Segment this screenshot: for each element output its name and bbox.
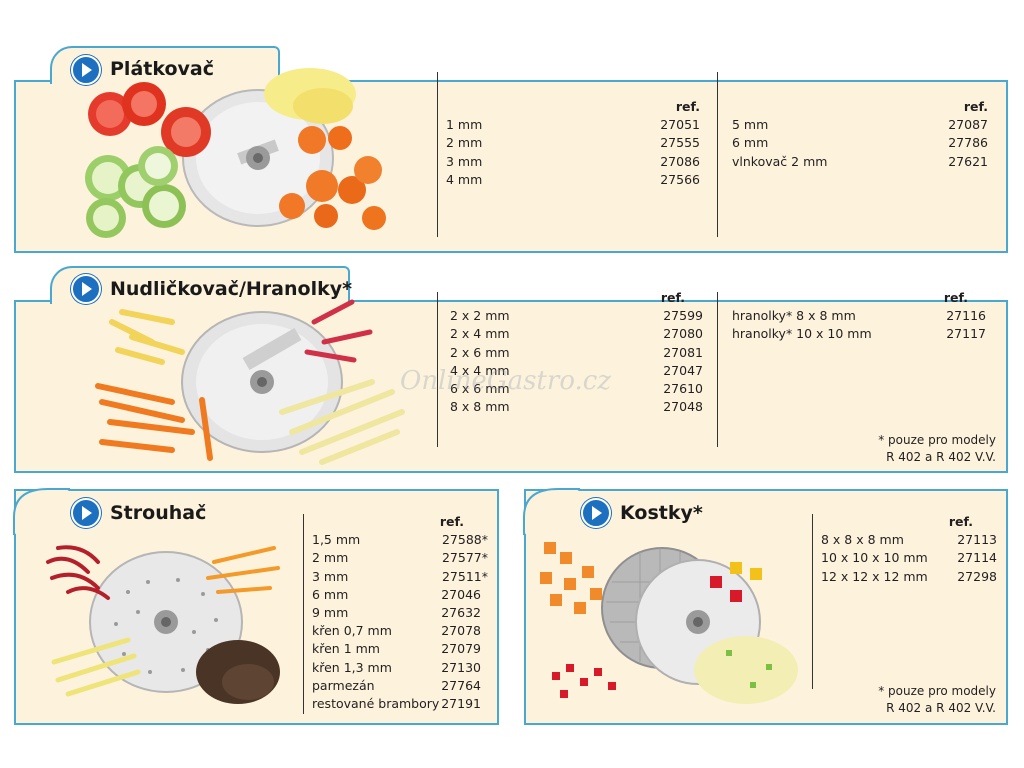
section-title: Kostky* [620, 502, 703, 524]
table-row: 1 mm 27051 [446, 117, 700, 133]
table-row: křen 0,7 mm 27078 [312, 623, 481, 639]
size-table: ref. 8 x 8 x 8 mm 27113 10 x 10 x 10 mm 27… [821, 513, 997, 586]
table-row: 1,5 mm 27588* [312, 532, 488, 548]
table-row: 6 mm 27046 [312, 586, 481, 602]
table-row: 2 x 2 mm 27599 [450, 308, 703, 324]
play-icon [71, 55, 101, 85]
table-row: 8 x 8 mm 27048 [450, 399, 703, 415]
table-row: křen 1,3 mm 27130 [312, 659, 481, 675]
column-divider [717, 292, 718, 447]
section-title: Strouhač [110, 502, 207, 524]
column-divider [717, 72, 718, 237]
table-row: vlnkovač 2 mm 27621 [732, 153, 988, 169]
table-row: 2 mm 27555 [446, 135, 700, 151]
table-row: 2 x 4 mm 27080 [450, 326, 703, 342]
play-icon [71, 498, 101, 528]
dicing-disc-image [540, 542, 798, 704]
table-row: 3 mm 27086 [446, 153, 700, 169]
section-title: Nudličkovač/Hranolky* [110, 278, 353, 300]
julienne-disc-image [95, 299, 405, 465]
table-row: 10 x 10 x 10 mm 27114 [821, 550, 997, 566]
column-divider [437, 72, 438, 237]
table-row: křen 1 mm 27079 [312, 641, 481, 657]
footnote: * pouze pro modely R 402 a R 402 V.V. [878, 684, 996, 715]
table-row: 8 x 8 x 8 mm 27113 [821, 532, 997, 548]
play-icon [71, 274, 101, 304]
table-row: restované brambory 27191 [312, 695, 481, 711]
table-row: 6 x 6 mm 27610 [450, 380, 703, 396]
table-row: 5 mm 27087 [732, 117, 988, 133]
table-row: 6 mm 27786 [732, 135, 988, 151]
footnote: * pouze pro modely R 402 a R 402 V.V. [878, 433, 996, 464]
play-icon [581, 498, 611, 528]
section-strouhac-corner [13, 488, 70, 535]
size-table: ref. 5 mm 27087 6 mm 27786 vlnkovač 2 mm 27… [732, 98, 988, 171]
table-row: hranolky* 10 x 10 mm 27117 [732, 326, 986, 342]
table-row: 12 x 12 x 12 mm 27298 [821, 568, 997, 584]
slicer-disc-image [85, 68, 386, 238]
section-nudlickovac [14, 300, 1008, 473]
size-table: ref. 1,5 mm 27588* 2 mm 27577* 3 mm 27511* … [312, 513, 488, 713]
section-title: Plátkovač [110, 58, 214, 80]
table-row: 4 mm 27566 [446, 171, 700, 187]
table-row: hranolky* 8 x 8 mm 27116 [732, 308, 986, 324]
grater-disc-image [46, 545, 280, 704]
table-row: parmezán 27764 [312, 677, 481, 693]
table-row: 9 mm 27632 [312, 604, 481, 620]
column-divider [303, 514, 304, 714]
table-row: 2 x 6 mm 27081 [450, 344, 703, 360]
watermark: OnlineGastro.cz [400, 366, 612, 396]
size-table: ref. 2 x 2 mm 27599 2 x 4 mm 27080 2 x 6 m… [450, 289, 703, 416]
size-table: ref. 1 mm 27051 2 mm 27555 3 mm 27086 4 mm 2… [446, 98, 700, 189]
table-row: 4 x 4 mm 27047 [450, 362, 703, 378]
size-table: ref. hranolky* 8 x 8 mm 27116 hranolky* 1… [732, 289, 986, 344]
column-divider [812, 514, 813, 689]
table-row: 3 mm 27511* [312, 568, 488, 584]
table-row: 2 mm 27577* [312, 550, 488, 566]
column-divider [437, 292, 438, 447]
section-kostky-corner [523, 488, 580, 535]
